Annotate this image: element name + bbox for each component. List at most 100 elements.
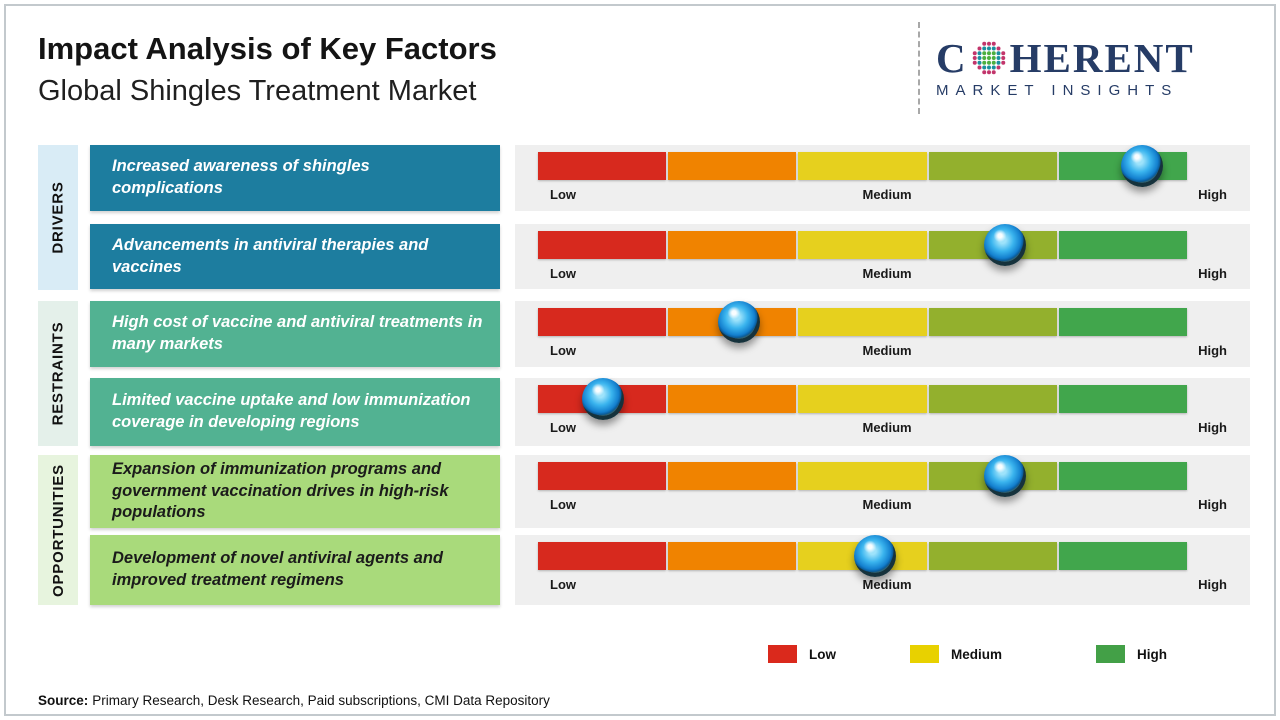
scale-segment-mid-high (928, 385, 1057, 413)
factor-text: High cost of vaccine and antiviral treat… (112, 313, 483, 353)
scale-labels: Low Medium High (550, 266, 1227, 281)
legend-label-medium: Medium (951, 646, 1003, 662)
scale-label-high: High (1198, 577, 1227, 592)
scale-segment-low-mid (668, 385, 797, 413)
impact-scale-bar (538, 378, 1188, 420)
scale-segment-medium (798, 231, 927, 259)
impact-scale-bar (538, 301, 1188, 343)
factor-label-box: Development of novel antiviral agents an… (90, 535, 500, 605)
page-subtitle: Global Shingles Treatment Market (38, 75, 477, 108)
impact-marker[interactable] (984, 455, 1027, 497)
factor-row: Advancements in antiviral therapies and … (0, 224, 1280, 289)
scale-segment-low-mid (668, 542, 797, 570)
brand-logo: C HERENT MARKET INSIGHTS (918, 22, 1256, 114)
impact-marker[interactable] (854, 535, 897, 577)
scale-segment-medium (798, 385, 927, 413)
impact-marker[interactable] (1120, 145, 1163, 187)
factor-text: Limited vaccine uptake and low immunizat… (112, 391, 471, 431)
scale-segment-mid-high (928, 152, 1057, 180)
scale-labels: Low Medium High (550, 577, 1227, 592)
scale-segment-low (538, 152, 667, 180)
scale-label-high: High (1198, 343, 1227, 358)
scale-label-high: High (1198, 497, 1227, 512)
factor-label-box: High cost of vaccine and antiviral treat… (90, 301, 500, 367)
legend-label-high: High (1137, 646, 1167, 662)
impact-scale-bar (538, 145, 1188, 187)
brand-name: C HERENT (936, 34, 1195, 81)
page-title: Impact Analysis of Key Factors (38, 31, 497, 66)
impact-scale-bar (538, 535, 1188, 577)
scale-labels: Low Medium High (550, 187, 1227, 202)
factor-text: Increased awareness of shingles complica… (112, 157, 370, 197)
scale-segment-high (1058, 542, 1188, 570)
scale-segment-mid-high (928, 308, 1057, 336)
scale-labels: Low Medium High (550, 497, 1227, 512)
scale-label-high: High (1198, 266, 1227, 281)
scale-segment-low (538, 308, 667, 336)
scale-segment-medium (798, 462, 927, 490)
impact-scale-bar (538, 224, 1188, 266)
factor-row: Expansion of immunization programs and g… (0, 455, 1280, 528)
factor-text: Expansion of immunization programs and g… (112, 459, 449, 522)
scale-segment-mid-high (928, 542, 1057, 570)
impact-track: Low Medium High (515, 145, 1250, 211)
scale-segment-low (538, 231, 667, 259)
source-line: Source: Primary Research, Desk Research, … (38, 693, 550, 708)
scale-label-high: High (1198, 420, 1227, 435)
scale-segment-high (1058, 308, 1188, 336)
scale-segment-medium (798, 152, 927, 180)
source-text: Primary Research, Desk Research, Paid su… (92, 693, 550, 708)
category-strip-opportunities: OPPORTUNITIES (38, 455, 78, 605)
scale-segment-medium (798, 308, 927, 336)
scale-segment-low-mid (668, 152, 797, 180)
scale-label-medium: Medium (862, 187, 912, 202)
globe-dots-icon (972, 41, 1005, 75)
scale-label-low: Low (550, 343, 576, 358)
impact-track: Low Medium High (515, 378, 1250, 446)
scale-label-low: Low (550, 577, 576, 592)
scale-label-low: Low (550, 497, 576, 512)
impact-marker[interactable] (718, 301, 761, 343)
factor-label-box: Increased awareness of shingles complica… (90, 145, 500, 211)
impact-marker[interactable] (581, 378, 624, 420)
scale-label-medium: Medium (862, 420, 912, 435)
impact-track: Low Medium High (515, 455, 1250, 528)
scale-label-medium: Medium (862, 343, 912, 358)
impact-track: Low Medium High (515, 301, 1250, 367)
brand-name-right: HERENT (1009, 34, 1195, 81)
scale-segment-high (1058, 462, 1188, 490)
brand-name-left: C (936, 34, 968, 81)
impact-marker[interactable] (984, 224, 1027, 266)
legend-swatch-low (768, 645, 797, 663)
scale-label-low: Low (550, 187, 576, 202)
legend-swatch-medium (910, 645, 939, 663)
factor-label-box: Advancements in antiviral therapies and … (90, 224, 500, 289)
scale-label-low: Low (550, 420, 576, 435)
factor-row: Limited vaccine uptake and low immunizat… (0, 378, 1280, 446)
category-strip-restraints: RESTRAINTS (38, 301, 78, 446)
legend-item-low: Low (768, 645, 836, 663)
legend-swatch-high (1096, 645, 1125, 663)
factor-text: Advancements in antiviral therapies and … (112, 235, 429, 276)
legend-label-low: Low (809, 646, 836, 662)
scale-label-medium: Medium (862, 577, 912, 592)
scale-segment-high (1058, 385, 1188, 413)
scale-label-medium: Medium (862, 266, 912, 281)
source-label: Source: (38, 693, 89, 708)
factor-label-box: Expansion of immunization programs and g… (90, 455, 500, 528)
legend-item-medium: Medium (910, 645, 1002, 663)
category-strip-drivers: DRIVERS (38, 145, 78, 290)
factor-row: Increased awareness of shingles complica… (0, 145, 1280, 211)
scale-segment-high (1058, 231, 1188, 259)
scale-segment-low (538, 462, 667, 490)
header: Impact Analysis of Key Factors Global Sh… (38, 31, 497, 108)
scale-label-high: High (1198, 187, 1227, 202)
impact-track: Low Medium High (515, 535, 1250, 605)
scale-label-medium: Medium (862, 497, 912, 512)
brand-tagline: MARKET INSIGHTS (936, 81, 1179, 99)
factor-text: Development of novel antiviral agents an… (112, 549, 443, 589)
scale-labels: Low Medium High (550, 420, 1227, 435)
factor-label-box: Limited vaccine uptake and low immunizat… (90, 378, 500, 446)
scale-segment-low-mid (668, 231, 797, 259)
